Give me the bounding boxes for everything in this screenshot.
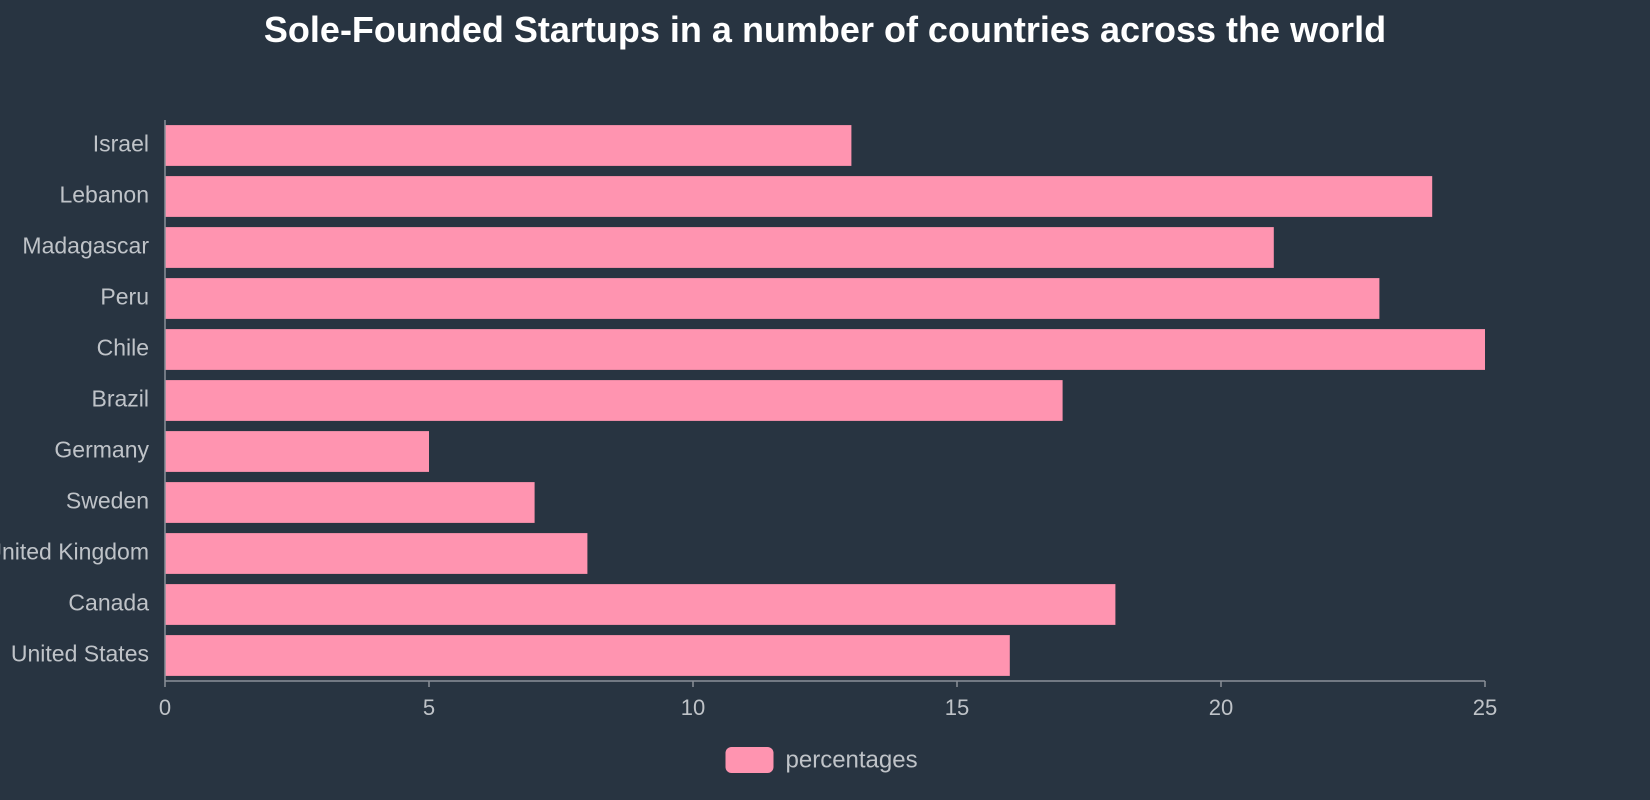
category-label: United States xyxy=(11,641,149,667)
category-label: Peru xyxy=(100,284,149,310)
legend-swatch xyxy=(725,747,774,773)
legend-label[interactable]: percentages xyxy=(786,746,918,773)
chart-title: Sole-Founded Startups in a number of cou… xyxy=(263,9,1387,50)
x-tick-label: 0 xyxy=(159,695,171,720)
category-label: Germany xyxy=(54,437,149,463)
bar-brazil[interactable] xyxy=(165,380,1063,421)
category-label: Madagascar xyxy=(22,233,149,259)
bar-chile[interactable] xyxy=(165,329,1485,370)
bar-united-kingdom[interactable] xyxy=(165,533,588,574)
bar-israel[interactable] xyxy=(165,125,852,166)
category-labels: Israel Lebanon Madagascar Peru Chile Brazil Ge… xyxy=(0,131,149,667)
bars-layer xyxy=(165,125,1485,676)
x-tick-label: 10 xyxy=(681,695,705,720)
x-tick-label: 5 xyxy=(423,695,435,720)
category-label: Canada xyxy=(68,590,149,616)
x-tick-label: 20 xyxy=(1209,695,1233,720)
x-tick-label: 25 xyxy=(1473,695,1497,720)
bar-lebanon[interactable] xyxy=(165,176,1433,217)
bar-peru[interactable] xyxy=(165,278,1380,319)
bar-united-states[interactable] xyxy=(165,635,1010,676)
bar-madagascar[interactable] xyxy=(165,227,1274,268)
bar-canada[interactable] xyxy=(165,584,1116,625)
axes: 0 5 10 15 20 25 xyxy=(159,120,1497,720)
x-tick-label: 15 xyxy=(945,695,969,720)
bar-germany[interactable] xyxy=(165,431,429,472)
category-label: Brazil xyxy=(91,386,149,412)
category-label: Lebanon xyxy=(59,182,149,208)
category-label: Sweden xyxy=(66,488,149,514)
legend[interactable]: percentages xyxy=(725,746,918,773)
bar-sweden[interactable] xyxy=(165,482,535,523)
category-label: Israel xyxy=(93,131,149,157)
category-label: Chile xyxy=(97,335,149,361)
category-label: United Kingdom xyxy=(0,539,149,565)
